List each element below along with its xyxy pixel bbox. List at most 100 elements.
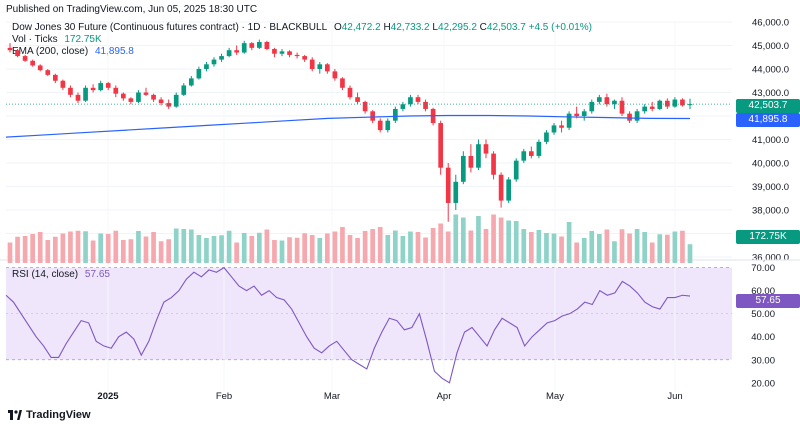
candle-body <box>325 64 330 71</box>
price-axis-tick-label: 45,000.0 <box>752 41 789 52</box>
candle-body <box>476 144 481 168</box>
rsi-label: RSI (14, close) <box>12 269 78 280</box>
candle-body <box>295 55 300 56</box>
candle-body <box>620 101 625 114</box>
volume-bar <box>680 231 685 263</box>
candle-body <box>378 121 383 130</box>
candle-body <box>234 50 239 52</box>
candle-body <box>219 56 224 60</box>
volume-bar <box>68 232 73 264</box>
rsi-tag: 57.65 <box>736 294 800 308</box>
volume-bar <box>257 233 262 263</box>
candle-body <box>642 107 647 112</box>
volume-bar <box>227 231 232 263</box>
volume-bar <box>423 238 428 264</box>
volume-bar <box>574 243 579 264</box>
volume-bar <box>234 243 239 264</box>
rsi-axis-tick-label: 50.00 <box>751 309 775 320</box>
volume-bar <box>393 231 398 264</box>
candle-body <box>635 111 640 120</box>
volume-bar <box>45 240 50 263</box>
volume-bar <box>8 243 13 264</box>
candle-body <box>310 60 315 69</box>
rsi-value: 57.65 <box>85 269 110 280</box>
volume-bar <box>453 215 458 264</box>
candle-body <box>673 100 678 107</box>
candle-body <box>680 100 685 106</box>
volume-bar <box>506 221 511 264</box>
volume-bar <box>642 232 647 263</box>
candle-body <box>567 114 572 128</box>
volume-bar <box>363 231 368 263</box>
volume-bar <box>431 228 436 263</box>
candle-body <box>416 97 421 102</box>
volume-bar <box>280 241 285 264</box>
volume-bar <box>83 231 88 263</box>
tradingview-logo[interactable]: TradingView <box>8 409 91 421</box>
volume-bar <box>650 243 655 264</box>
candle-body <box>159 100 164 104</box>
volume-bar <box>620 229 625 263</box>
candle-body <box>265 42 270 49</box>
volume-bar <box>559 237 564 264</box>
candle-body <box>136 93 141 102</box>
volume-tag: 172.75K <box>736 230 800 244</box>
volume-bar <box>476 216 481 263</box>
candle-body <box>461 156 466 182</box>
volume-bar <box>30 234 35 263</box>
volume-bar <box>589 231 594 263</box>
candle-body <box>302 56 307 60</box>
candle-body <box>393 109 398 121</box>
candle-body <box>657 101 662 109</box>
volume-bar <box>657 234 662 263</box>
price-axis-tick-label: 39,000.0 <box>752 182 789 193</box>
ema-tag: 41,895.8 <box>736 113 800 127</box>
candle-body <box>453 182 458 203</box>
candle-body <box>144 93 149 95</box>
volume-bar <box>61 234 66 264</box>
candle-body <box>537 142 542 156</box>
volume-bar <box>665 235 670 263</box>
candle-body <box>106 83 111 88</box>
candle-body <box>446 168 451 203</box>
candle-body <box>484 144 489 153</box>
candle-body <box>438 123 443 168</box>
time-axis-label: Mar <box>324 391 340 402</box>
price-chart[interactable]: 46,000.045,000.044,000.043,000.042,000.0… <box>0 0 800 427</box>
candle-body <box>166 103 171 107</box>
volume-bar <box>635 229 640 263</box>
time-axis-label: Apr <box>437 391 452 402</box>
rsi-axis-tick-label: 20.00 <box>751 378 775 389</box>
volume-bar <box>98 234 103 264</box>
volume-bar <box>159 241 164 263</box>
candle-body <box>45 70 50 75</box>
candle-body <box>521 151 526 160</box>
candle-body <box>61 81 66 88</box>
volume-bar <box>499 218 504 264</box>
candle-body <box>129 98 134 102</box>
candle-body <box>401 104 406 109</box>
volume-bar <box>514 221 519 263</box>
candle-body <box>597 97 602 102</box>
candle-body <box>552 125 557 132</box>
candle-body <box>491 154 496 175</box>
volume-bar <box>121 240 126 263</box>
volume-bar <box>484 229 489 263</box>
candle-body <box>469 156 474 168</box>
candle-body <box>249 43 254 48</box>
candle-body <box>98 83 103 90</box>
volume-bar <box>446 232 451 264</box>
volume-bar <box>408 232 413 264</box>
volume-bar <box>272 240 277 263</box>
volume-bar <box>181 229 186 263</box>
volume-bar <box>189 230 194 264</box>
price-axis-tick-label: 40,000.0 <box>752 159 789 170</box>
candle-body <box>212 60 217 65</box>
volume-bar <box>91 241 96 264</box>
volume-bar <box>416 232 421 263</box>
volume-bar <box>302 233 307 263</box>
tradingview-chart-window: Published on TradingView.com, Jun 05, 20… <box>0 0 800 427</box>
rsi-axis-tick-label: 40.00 <box>751 332 775 343</box>
candle-body <box>197 69 202 78</box>
rsi-legend[interactable]: RSI (14, close) 57.65 <box>12 269 110 280</box>
